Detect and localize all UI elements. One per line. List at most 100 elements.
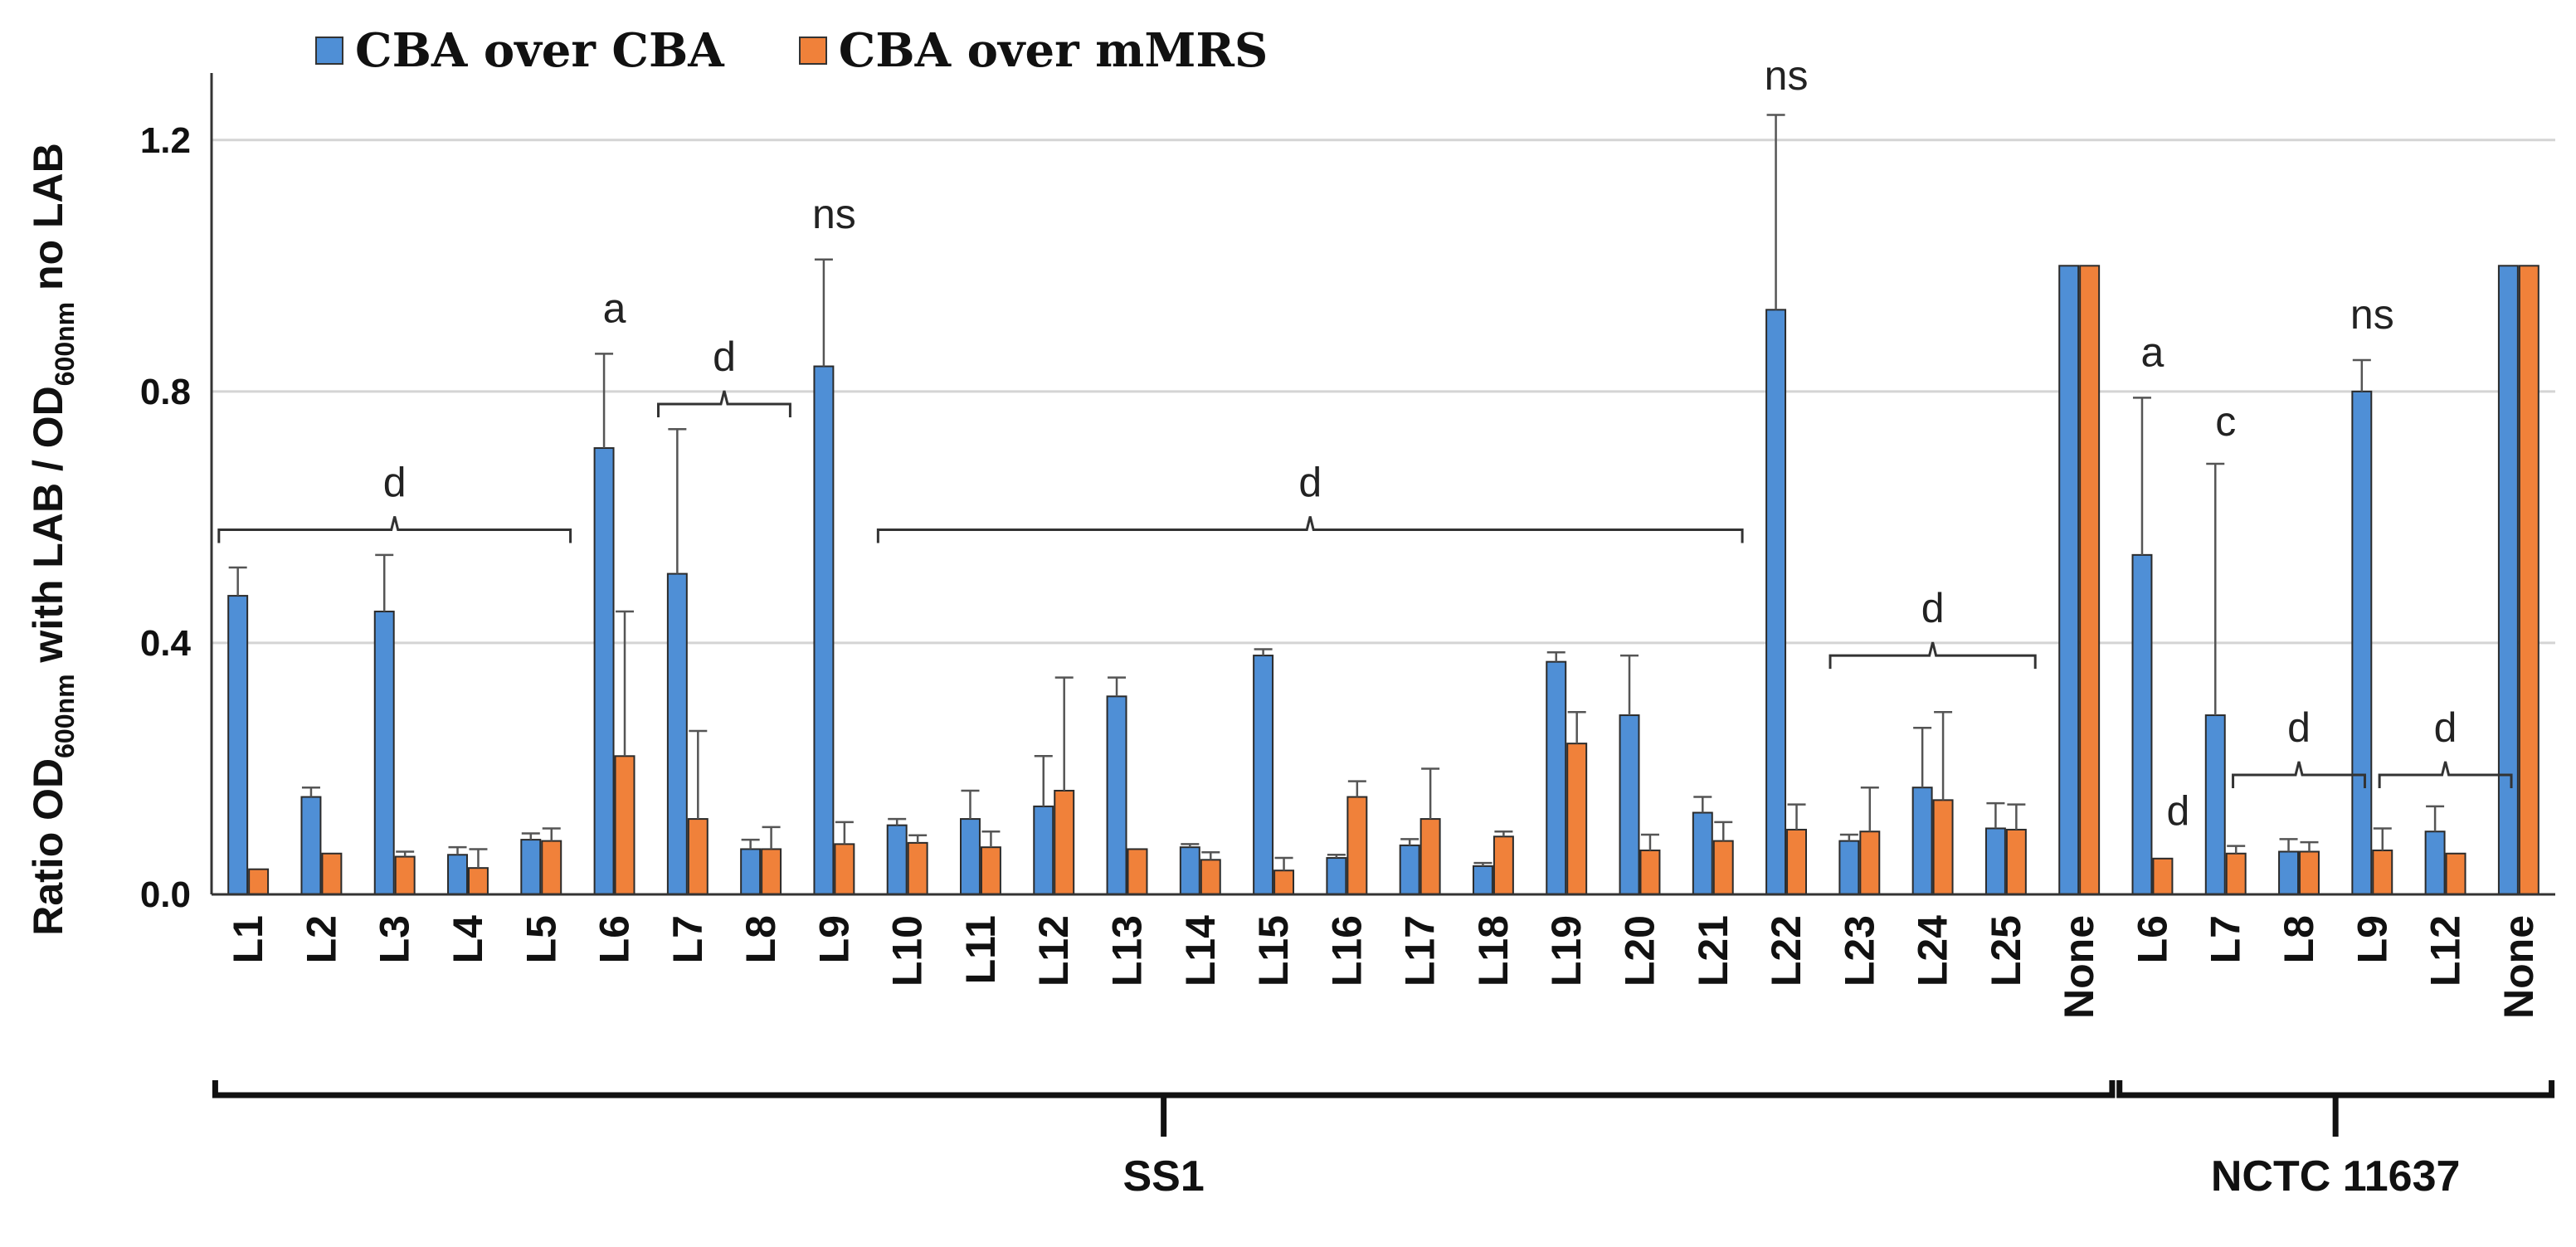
x-tick-label: L23 bbox=[1836, 915, 1882, 986]
bar-cba-over-mmrs bbox=[1054, 789, 1075, 896]
bar-cba-over-mmrs bbox=[321, 852, 343, 895]
x-tick-label: L13 bbox=[1104, 915, 1151, 986]
bar-cba-over-mmrs bbox=[614, 755, 635, 895]
x-tick-label: L8 bbox=[2276, 915, 2322, 963]
x-tick-label: L24 bbox=[1910, 915, 1956, 986]
significance-bracket bbox=[2232, 761, 2366, 789]
x-tick-label: L12 bbox=[1030, 915, 1077, 986]
bar-cba-over-cba bbox=[1399, 844, 1420, 896]
bar-cba-over-cba bbox=[2058, 265, 2080, 895]
y-tick-label: 0.4 bbox=[140, 623, 192, 664]
bar-cba-over-mmrs bbox=[1273, 869, 1295, 895]
x-tick-label: L6 bbox=[592, 915, 638, 963]
x-tick-label: L9 bbox=[2349, 915, 2395, 963]
bar-cba-over-cba bbox=[227, 595, 249, 895]
group-label: NCTC 11637 bbox=[2211, 1152, 2461, 1201]
legend-label: CBA over CBA bbox=[355, 23, 724, 78]
bar-cba-over-mmrs bbox=[834, 843, 855, 896]
bar-cba-over-mmrs bbox=[1639, 849, 1661, 896]
group-bracket bbox=[2116, 1080, 2555, 1137]
bar-cba-over-cba bbox=[2131, 553, 2153, 895]
y-tick-label: 1.2 bbox=[140, 120, 191, 161]
bar-cba-over-cba bbox=[1472, 865, 1493, 895]
significance-label: d bbox=[2287, 704, 2311, 751]
x-tick-label: L22 bbox=[1763, 915, 1809, 986]
significance-label: d bbox=[2166, 788, 2189, 835]
x-tick-label: L25 bbox=[1983, 915, 2029, 986]
group-label: SS1 bbox=[1123, 1152, 1205, 1201]
x-tick-label: L12 bbox=[2423, 915, 2469, 986]
bar-cba-over-cba bbox=[1619, 714, 1640, 895]
bar-cba-over-mmrs bbox=[1493, 835, 1514, 895]
bar-cba-over-mmrs bbox=[1712, 840, 1734, 895]
significance-label: d bbox=[1921, 585, 1945, 631]
significance-bracket bbox=[1829, 641, 2037, 670]
legend: CBA over CBA CBA over mMRS bbox=[315, 23, 1268, 78]
significance-bracket bbox=[217, 516, 572, 543]
bar-cba-over-cba bbox=[2351, 390, 2373, 896]
x-tick-label: None bbox=[2496, 915, 2542, 1019]
legend-item-cba-over-mmrs: CBA over mMRS bbox=[798, 23, 1269, 78]
bar-cba-over-cba bbox=[1253, 655, 1274, 895]
bar-cba-over-mmrs bbox=[2225, 852, 2247, 895]
bar-cba-over-cba bbox=[373, 611, 395, 895]
x-tick-label: L2 bbox=[298, 915, 344, 963]
bar-cba-over-mmrs bbox=[761, 848, 782, 896]
x-tick-label: L18 bbox=[1470, 915, 1517, 986]
bar-cba-over-cba bbox=[520, 839, 542, 895]
bar-cba-over-cba bbox=[2424, 831, 2446, 896]
significance-bracket bbox=[2378, 761, 2513, 789]
labels: L1 L2 L3 L4 L5 L6 L7 L8 L9 L10 L11 L12 L13 L14 L15 L16 L… bbox=[212, 52, 2555, 1201]
legend-swatch-orange bbox=[798, 37, 827, 65]
significance-label: ns bbox=[812, 191, 856, 237]
significance-label: d bbox=[713, 334, 736, 380]
y-tick-label: 0.0 bbox=[140, 874, 191, 915]
bar-cba-over-mmrs bbox=[980, 846, 1001, 896]
significance-label: a bbox=[2141, 329, 2165, 376]
bar-cba-over-mmrs bbox=[1786, 828, 1807, 896]
x-tick-label: L1 bbox=[225, 915, 271, 963]
bar-cba-over-cba bbox=[593, 447, 615, 895]
significance-label: ns bbox=[1765, 52, 1809, 99]
axes: 0.0 0.4 0.8 1.2 bbox=[140, 73, 2555, 915]
x-tick-label: L5 bbox=[518, 915, 564, 963]
bar-cba-over-cba bbox=[1326, 857, 1347, 895]
bar-cba-over-cba bbox=[2204, 714, 2226, 895]
bar-cba-over-cba bbox=[300, 796, 322, 895]
bar-cba-over-cba bbox=[1911, 787, 1933, 896]
bar-cba-over-mmrs bbox=[1200, 859, 1221, 895]
group-bracket bbox=[212, 1080, 2116, 1137]
x-tick-label: L14 bbox=[1177, 915, 1224, 986]
legend-label: CBA over mMRS bbox=[838, 23, 1269, 78]
x-tick-label: L19 bbox=[1543, 915, 1590, 986]
bar-cba-over-mmrs bbox=[687, 818, 709, 895]
bar-cba-over-mmrs bbox=[2299, 850, 2320, 896]
bar-cba-over-cba bbox=[1692, 811, 1713, 895]
x-tick-label: None bbox=[2056, 915, 2102, 1019]
bar-cba-over-mmrs bbox=[467, 867, 489, 895]
bar-cba-over-cba bbox=[1546, 660, 1567, 896]
significance-label: a bbox=[603, 285, 626, 332]
bar-cba-over-mmrs bbox=[248, 868, 270, 895]
significance-label: ns bbox=[2350, 291, 2394, 338]
bar-cba-over-mmrs bbox=[1346, 796, 1368, 895]
bar-cba-over-mmrs bbox=[2005, 828, 2027, 896]
bar-cba-over-mmrs bbox=[907, 841, 928, 895]
significance-bracket bbox=[876, 516, 1744, 543]
x-tick-label: L16 bbox=[1323, 915, 1370, 986]
bar-cba-over-cba bbox=[1033, 805, 1054, 896]
x-tick-label: L17 bbox=[1397, 915, 1444, 986]
x-tick-label: L15 bbox=[1250, 915, 1297, 986]
bar-cba-over-mmrs bbox=[2372, 849, 2393, 896]
bar-cba-over-cba bbox=[2497, 265, 2519, 895]
bar-cba-over-mmrs bbox=[1419, 818, 1441, 895]
bars bbox=[227, 114, 2539, 896]
bar-cba-over-mmrs bbox=[1566, 743, 1588, 896]
bar-cba-over-cba bbox=[886, 824, 908, 896]
bar-cba-over-mmrs bbox=[2152, 857, 2174, 895]
bar-cba-over-cba bbox=[1838, 840, 1860, 895]
gridlines bbox=[212, 139, 2555, 645]
x-tick-label: L4 bbox=[445, 915, 491, 964]
x-tick-label: L8 bbox=[738, 915, 784, 963]
